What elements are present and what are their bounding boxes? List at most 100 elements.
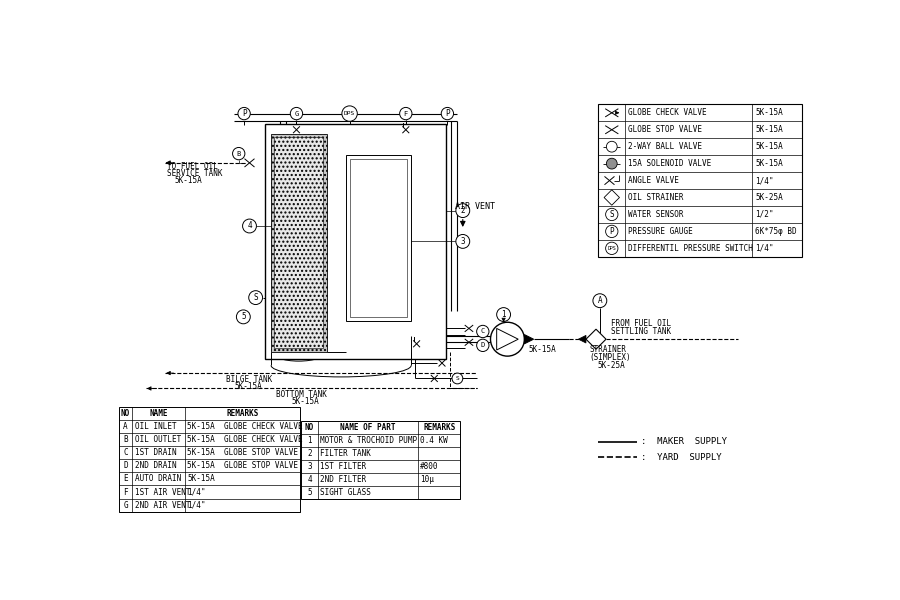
Text: :  YARD  SUPPLY: : YARD SUPPLY	[641, 452, 721, 461]
Text: 5K-15A: 5K-15A	[755, 159, 783, 168]
Text: 1: 1	[501, 310, 506, 319]
Text: G: G	[123, 500, 128, 509]
Text: 5: 5	[241, 313, 246, 322]
Text: OIL OUTLET: OIL OUTLET	[135, 435, 181, 444]
Text: B: B	[237, 151, 241, 157]
Bar	[274, 137, 323, 349]
Text: #800: #800	[420, 462, 439, 471]
Bar	[346, 155, 411, 321]
Text: C: C	[123, 448, 128, 457]
Circle shape	[232, 148, 245, 160]
Circle shape	[607, 141, 617, 152]
Text: 3: 3	[307, 462, 312, 471]
Text: AIR VENT: AIR VENT	[455, 202, 495, 211]
Circle shape	[237, 310, 250, 324]
Polygon shape	[525, 335, 534, 344]
Text: E: E	[123, 475, 128, 484]
Text: NO: NO	[121, 409, 130, 418]
Text: 10μ: 10μ	[420, 475, 435, 484]
Text: SIGHT GLASS: SIGHT GLASS	[320, 488, 371, 497]
Text: 5K-15A  GLOBE STOP VALVE: 5K-15A GLOBE STOP VALVE	[187, 448, 298, 457]
Text: 2ND FILTER: 2ND FILTER	[320, 475, 366, 484]
Text: 1/2": 1/2"	[755, 210, 774, 219]
Circle shape	[456, 235, 470, 248]
Circle shape	[491, 322, 525, 356]
Bar	[271, 134, 327, 352]
Text: 5K-15A  GLOBE CHECK VALVE: 5K-15A GLOBE CHECK VALVE	[187, 435, 302, 444]
Text: SETTLING TANK: SETTLING TANK	[611, 327, 671, 336]
Text: DPS: DPS	[608, 246, 616, 251]
Text: 2ND AIR VENT: 2ND AIR VENT	[135, 500, 190, 509]
Text: DIFFERENTIL PRESSURE SWITCH: DIFFERENTIL PRESSURE SWITCH	[628, 244, 753, 253]
Text: NAME OF PART: NAME OF PART	[340, 423, 396, 432]
Text: 1ST DRAIN: 1ST DRAIN	[135, 448, 176, 457]
Text: 5K-15A: 5K-15A	[292, 397, 320, 406]
Text: D: D	[123, 461, 128, 470]
Circle shape	[291, 107, 302, 120]
Circle shape	[400, 107, 412, 120]
Text: 3: 3	[461, 237, 465, 246]
Text: BOTTOM TANK: BOTTOM TANK	[276, 390, 328, 399]
Text: 5K-15A: 5K-15A	[187, 475, 215, 484]
Text: B: B	[123, 435, 128, 444]
Text: 1/4": 1/4"	[187, 500, 205, 509]
Circle shape	[342, 106, 357, 121]
Text: 5K-25A: 5K-25A	[755, 193, 783, 202]
Text: FROM FUEL OIL: FROM FUEL OIL	[611, 319, 671, 328]
Text: :  MAKER  SUPPLY: : MAKER SUPPLY	[641, 437, 726, 446]
Text: GLOBE STOP VALVE: GLOBE STOP VALVE	[628, 125, 702, 134]
Text: OIL INLET: OIL INLET	[135, 422, 176, 431]
Text: P: P	[609, 227, 614, 236]
Text: ANGLE VALVE: ANGLE VALVE	[628, 176, 680, 185]
Text: 1/4": 1/4"	[755, 244, 774, 253]
Text: 5K-15A: 5K-15A	[755, 125, 783, 134]
Circle shape	[452, 373, 463, 384]
Text: S: S	[455, 376, 459, 381]
Text: P: P	[446, 109, 450, 118]
Circle shape	[606, 225, 618, 238]
Circle shape	[497, 308, 510, 322]
Text: 1/4": 1/4"	[187, 488, 205, 497]
Text: 6K*75φ BD: 6K*75φ BD	[755, 227, 797, 236]
Circle shape	[593, 294, 607, 308]
Circle shape	[607, 158, 617, 169]
Text: 5K-15A: 5K-15A	[528, 346, 556, 355]
Text: SERVICE TANK: SERVICE TANK	[167, 169, 222, 178]
Text: 2ND DRAIN: 2ND DRAIN	[135, 461, 176, 470]
Polygon shape	[586, 329, 606, 349]
Text: D: D	[481, 343, 485, 349]
Text: 2-WAY BALL VALVE: 2-WAY BALL VALVE	[628, 142, 702, 151]
Circle shape	[606, 242, 618, 254]
Text: C: C	[481, 328, 485, 334]
Text: 5K-15A  GLOBE CHECK VALVE: 5K-15A GLOBE CHECK VALVE	[187, 422, 302, 431]
Text: MOTOR & TROCHOID PUMP: MOTOR & TROCHOID PUMP	[320, 436, 418, 445]
Text: 2: 2	[461, 206, 465, 215]
Circle shape	[248, 290, 263, 305]
Text: STRAINER: STRAINER	[590, 346, 626, 355]
Text: 1/4": 1/4"	[755, 176, 774, 185]
Polygon shape	[579, 335, 586, 343]
Text: NAME: NAME	[149, 409, 168, 418]
Circle shape	[606, 208, 618, 221]
Text: REMARKS: REMARKS	[227, 409, 259, 418]
Text: (SIMPLEX): (SIMPLEX)	[590, 353, 632, 362]
Text: P: P	[242, 109, 247, 118]
Text: 0.4 KW: 0.4 KW	[420, 436, 448, 445]
Text: 5K-15A: 5K-15A	[234, 382, 262, 391]
Bar	[598, 104, 803, 257]
Text: 5K-15A: 5K-15A	[755, 109, 783, 118]
Text: 4: 4	[307, 475, 312, 484]
Text: 5K-15A: 5K-15A	[755, 142, 783, 151]
Bar	[349, 159, 408, 317]
Text: 15A SOLENOID VALVE: 15A SOLENOID VALVE	[628, 159, 712, 168]
Text: A: A	[598, 296, 602, 305]
Polygon shape	[604, 190, 619, 205]
Text: S: S	[609, 210, 614, 219]
Text: G: G	[294, 110, 299, 116]
Bar	[265, 124, 446, 359]
Text: GLOBE CHECK VALVE: GLOBE CHECK VALVE	[628, 109, 707, 118]
Text: 1ST AIR VENT: 1ST AIR VENT	[135, 488, 190, 497]
Text: TO FUEL OIL: TO FUEL OIL	[167, 162, 218, 171]
Text: 5: 5	[307, 488, 312, 497]
Text: 1: 1	[307, 436, 312, 445]
